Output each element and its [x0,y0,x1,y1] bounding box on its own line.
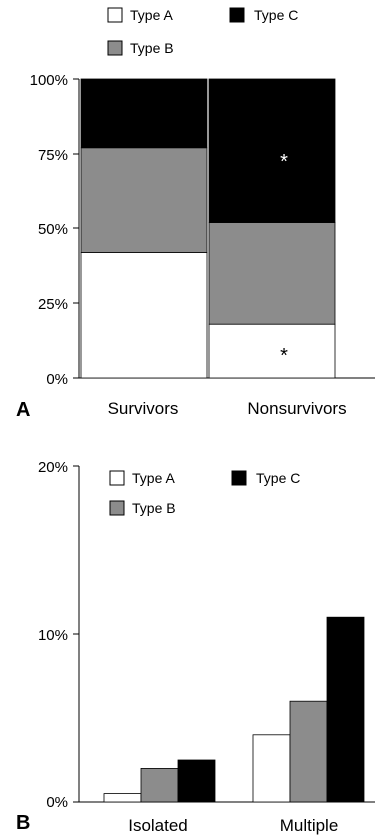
bar-survivors-type-c [80,78,208,149]
legend-label-type-a: Type A [132,470,175,486]
bar-survivors-type-a [80,252,208,379]
legend-label-type-c: Type C [254,7,298,23]
bar-nonsurvivors-type-a [208,323,336,379]
x-tick-label-nonsurvivors: Nonsurvivors [247,399,346,418]
panel-b: Type A Type C Type B 0% 10% 20% Isolated… [16,459,375,835]
x-tick-label-survivors: Survivors [108,399,179,418]
bar-nonsurvivors-type-c [208,78,336,223]
y-tick-label: 20% [38,459,68,476]
y-tick-label: 0% [46,371,68,388]
legend-a: Type A Type C Type B [107,7,298,56]
annotation-nonsurvivors-type-a: * [280,345,288,367]
y-tick-label: 100% [30,72,68,89]
bars-a [80,78,336,379]
annotation-nonsurvivors-type-c: * [280,151,288,173]
legend-swatch-type-a [109,470,125,486]
y-tick-label: 0% [46,794,68,811]
bar-isolated-type-a [103,793,142,803]
y-tick-label: 75% [38,147,68,164]
legend-b: Type A Type C Type B [109,470,300,516]
bar-multiple-type-c [326,616,365,803]
panel-label-a: A [16,399,30,421]
bar-multiple-type-b [289,700,328,803]
legend-swatch-type-b [107,40,123,56]
bars-b [103,616,365,803]
panel-label-b: B [16,812,30,834]
panel-a: Type A Type C Type B 0% 25% 50% 75% 100%… [16,7,375,421]
bar-multiple-type-a [252,734,291,803]
bar-isolated-type-b [140,768,179,803]
legend-label-type-b: Type B [130,40,174,56]
legend-swatch-type-a [107,7,123,23]
y-ticks-b: 0% 10% 20% [38,459,79,811]
legend-swatch-type-b [109,500,125,516]
x-tick-label-multiple: Multiple [280,816,339,835]
legend-swatch-type-c [231,470,247,486]
bar-nonsurvivors-type-b [208,222,336,325]
legend-swatch-type-c [229,7,245,23]
y-tick-label: 50% [38,221,68,238]
bar-survivors-type-b [80,147,208,253]
legend-label-type-c: Type C [256,470,300,486]
y-tick-label: 10% [38,627,68,644]
legend-label-type-b: Type B [132,500,176,516]
legend-label-type-a: Type A [130,7,173,23]
y-ticks-a: 0% 25% 50% 75% 100% [30,72,79,388]
x-tick-label-isolated: Isolated [128,816,188,835]
bar-isolated-type-c [177,759,216,803]
y-tick-label: 25% [38,296,68,313]
